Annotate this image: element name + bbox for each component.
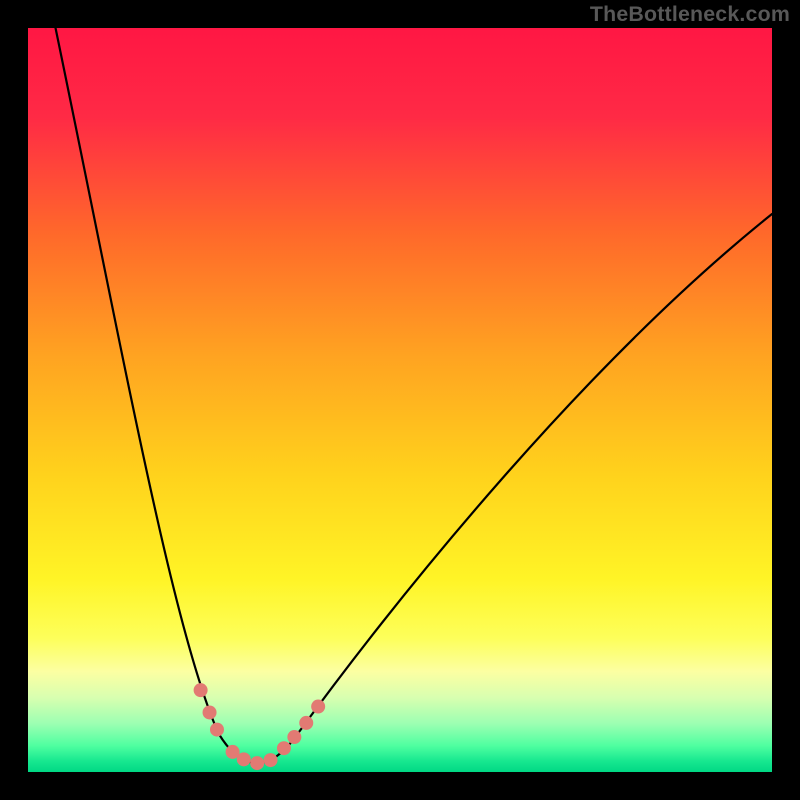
data-marker (203, 705, 217, 719)
gradient-background (28, 28, 772, 772)
data-marker (264, 753, 278, 767)
chart-frame: TheBottleneck.com (0, 0, 800, 800)
data-marker (299, 716, 313, 730)
watermark-label: TheBottleneck.com (590, 2, 790, 27)
data-marker (210, 723, 224, 737)
data-marker (237, 752, 251, 766)
data-marker (250, 756, 264, 770)
data-marker (277, 741, 291, 755)
data-marker (287, 730, 301, 744)
bottleneck-chart (28, 28, 772, 772)
data-marker (194, 683, 208, 697)
plot-area (28, 28, 772, 772)
data-marker (311, 700, 325, 714)
